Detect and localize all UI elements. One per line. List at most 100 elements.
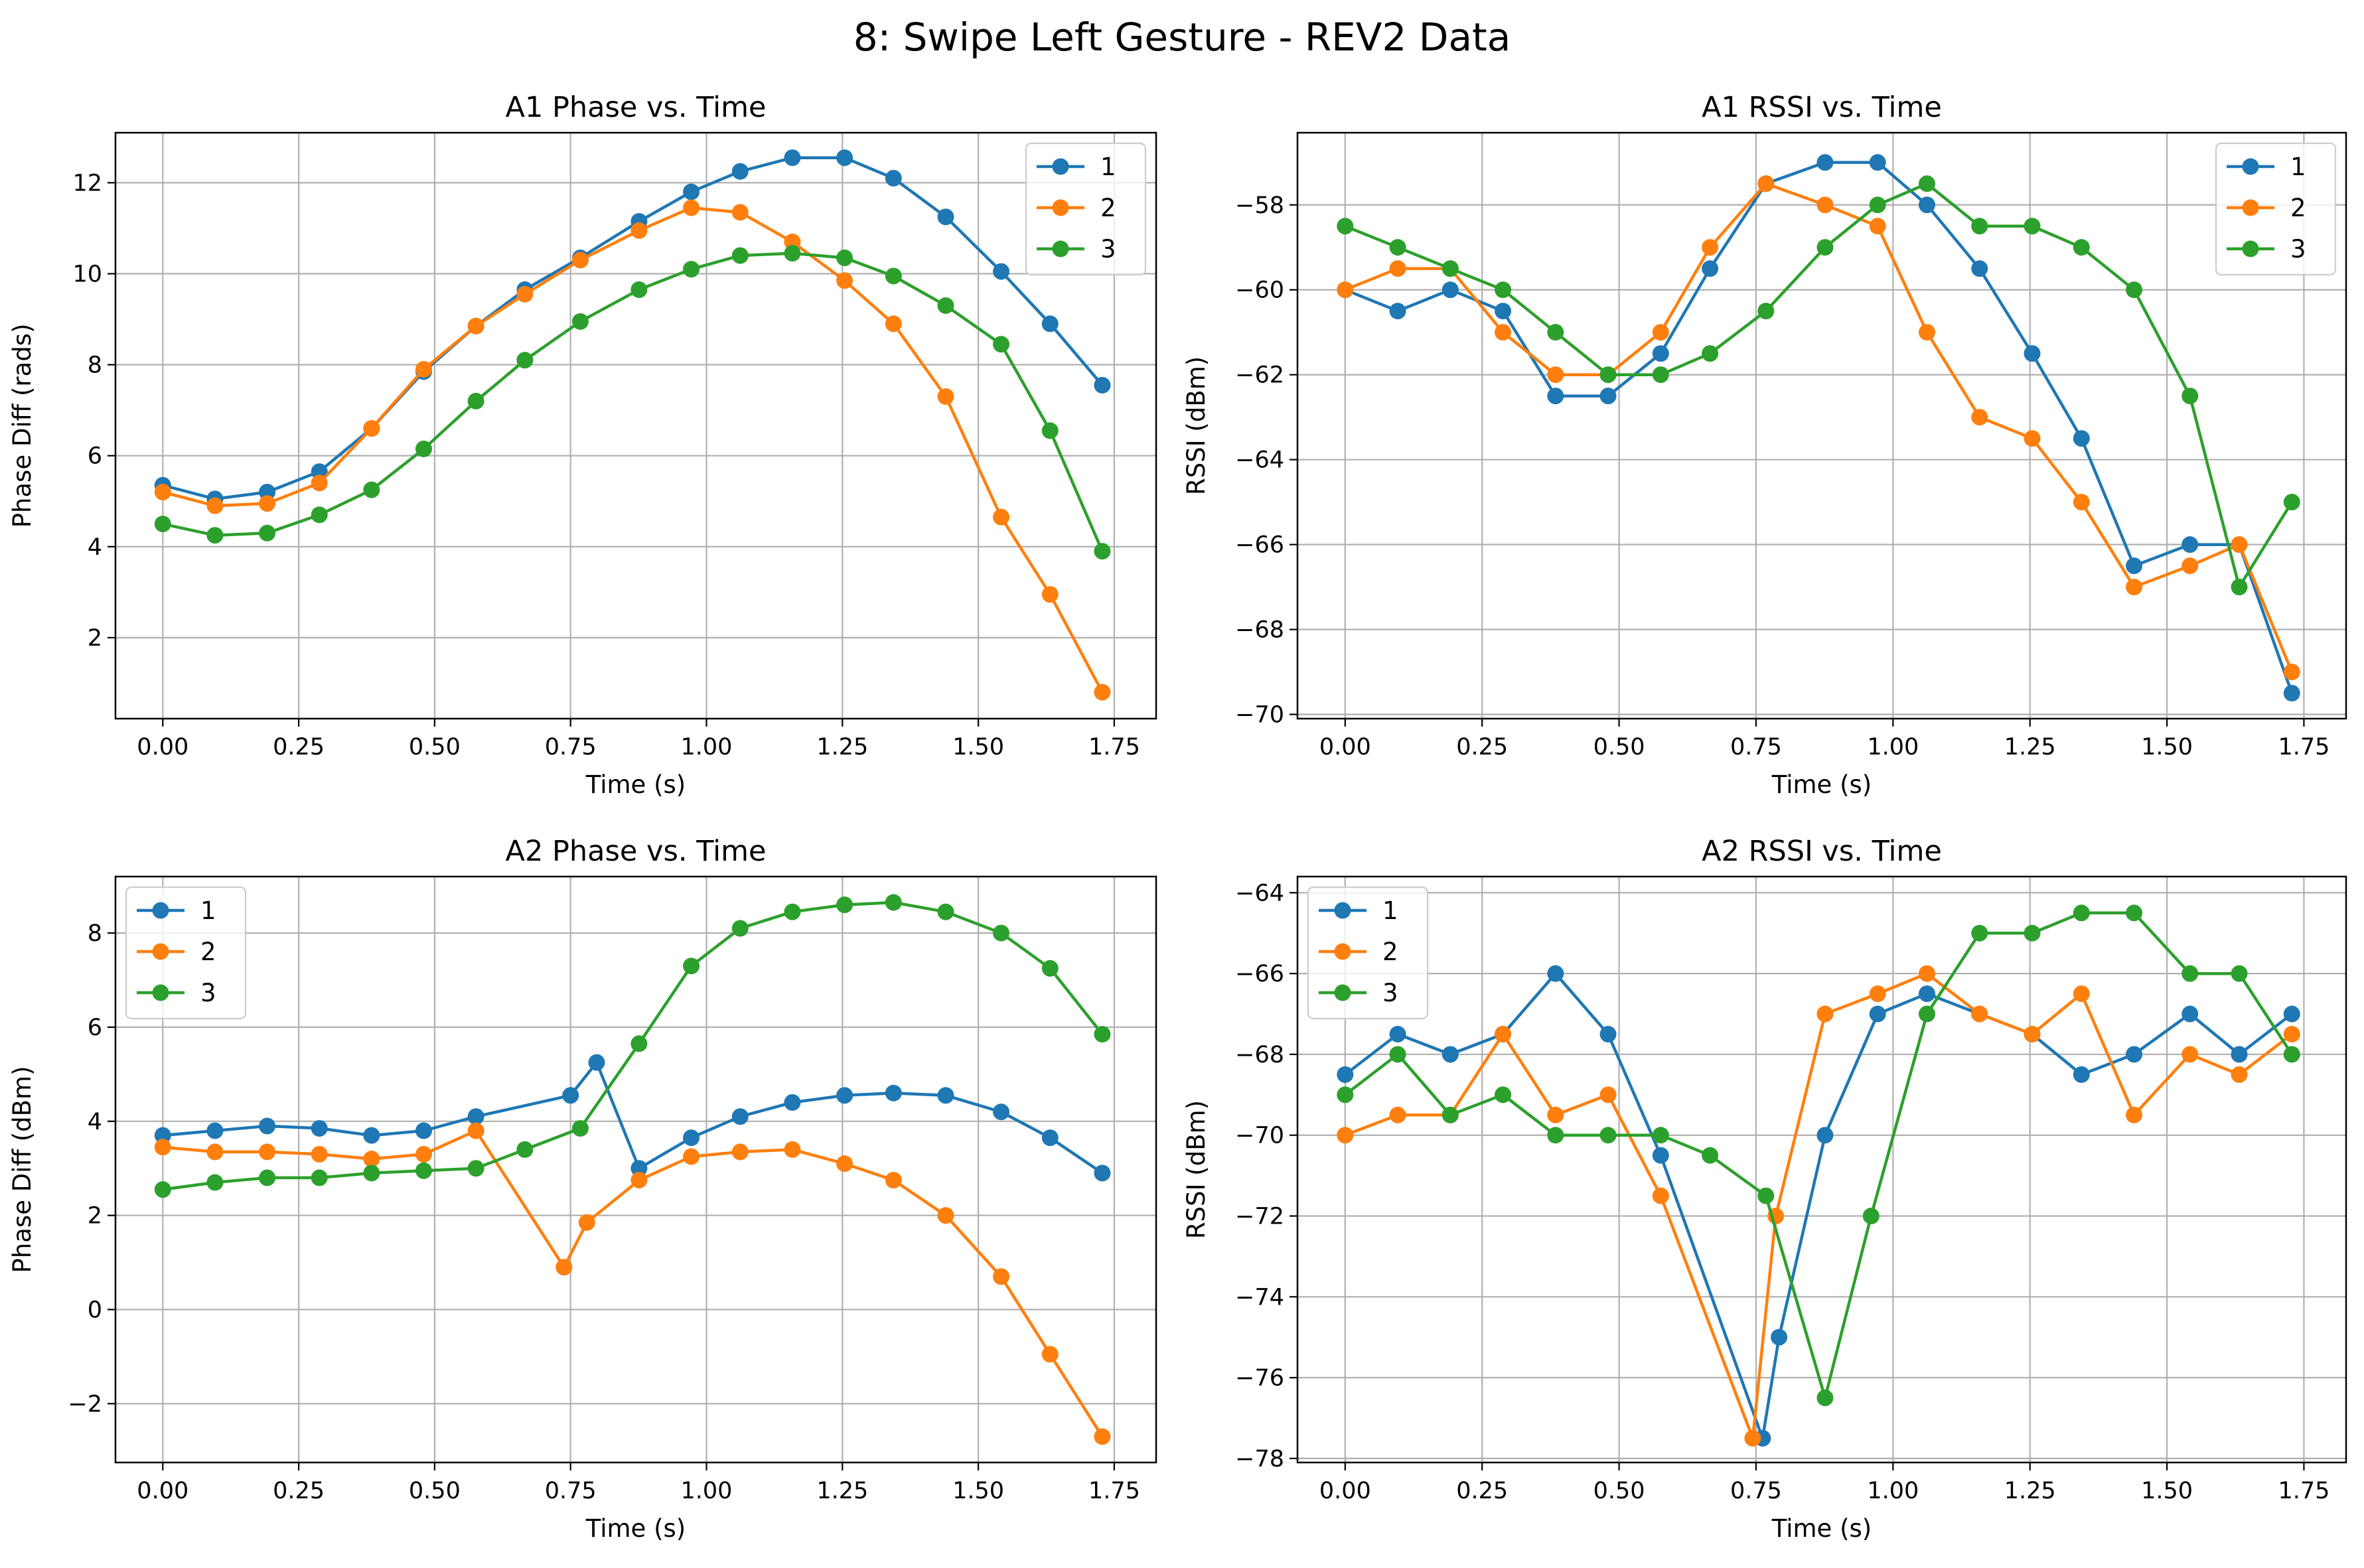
data-point <box>1094 376 1111 393</box>
x-tick-label: 1.25 <box>2004 1478 2056 1504</box>
data-point <box>937 208 954 226</box>
y-axis-label: RSSI (dBm) <box>1182 1100 1211 1239</box>
data-point <box>2073 430 2090 447</box>
x-tick-label: 0.75 <box>545 1478 597 1504</box>
axes-frame <box>114 131 1157 720</box>
data-point <box>2231 536 2248 553</box>
x-tick-label: 1.50 <box>952 1478 1004 1504</box>
data-point <box>2073 904 2090 922</box>
legend-marker <box>2242 240 2259 257</box>
data-point <box>2024 430 2041 447</box>
y-tick-label: 2 <box>88 625 102 652</box>
x-tick-label: 1.75 <box>2278 1478 2329 1504</box>
y-tick-label: −70 <box>1235 1123 1284 1149</box>
data-point <box>1816 1127 1834 1144</box>
x-tick-label: 0.50 <box>409 734 461 760</box>
data-point <box>516 352 534 369</box>
data-point <box>467 1108 484 1125</box>
legend-label: 3 <box>1100 235 1116 263</box>
data-point <box>1041 1346 1059 1363</box>
subplot-3: 0.00 0.25 0.50 0.75 1.00 1.25 1.50 1.75 −2 0 2 4 6 8 A… <box>8 835 1157 1543</box>
data-point <box>1869 1005 1886 1023</box>
x-tick-label: 0.50 <box>1593 1478 1645 1504</box>
series-3 <box>1337 175 2300 596</box>
data-point <box>937 1207 954 1224</box>
x-tick-label: 0.00 <box>1319 1478 1371 1504</box>
data-point <box>1971 409 1988 426</box>
x-tick-label: 1.00 <box>681 1478 733 1504</box>
x-axis-label: Time (s) <box>1771 1514 1872 1543</box>
series-1 <box>1337 154 2300 702</box>
data-point <box>683 183 700 200</box>
data-point <box>1547 1127 1564 1144</box>
series-3 <box>1337 904 2300 1407</box>
data-point <box>1041 586 1059 603</box>
data-point <box>1441 1106 1459 1123</box>
data-point <box>2126 904 2143 922</box>
data-point <box>1816 239 1834 256</box>
data-point <box>993 1268 1010 1285</box>
data-point <box>836 1087 853 1104</box>
legend-marker <box>1334 902 1351 919</box>
legend: 1 2 3 <box>1307 886 1429 1020</box>
data-point <box>2073 1066 2090 1083</box>
data-point <box>731 1143 749 1161</box>
y-tick-label: −60 <box>1235 277 1284 304</box>
data-point <box>731 247 749 264</box>
data-point <box>683 1148 700 1165</box>
series-2 <box>154 199 1111 701</box>
y-tick-label: −68 <box>1235 1042 1284 1068</box>
data-point <box>311 506 328 524</box>
data-point <box>1389 303 1406 320</box>
data-point <box>731 920 749 937</box>
data-point <box>937 297 954 315</box>
y-tick-label: 0 <box>88 1297 102 1323</box>
data-point <box>363 1127 380 1144</box>
y-tick-label: 4 <box>88 534 102 561</box>
y-tick-label: −64 <box>1235 447 1284 474</box>
data-point <box>259 1169 276 1186</box>
data-point <box>1918 985 1935 1003</box>
legend-marker <box>1052 240 1069 257</box>
data-point <box>937 903 954 920</box>
data-point <box>1547 965 1564 982</box>
x-axis-label: Time (s) <box>1771 770 1872 799</box>
x-tick-label: 0.25 <box>1456 734 1508 760</box>
data-point <box>885 170 902 187</box>
y-tick-label: 4 <box>88 1109 102 1135</box>
data-point <box>885 1084 902 1102</box>
data-point <box>784 234 801 251</box>
data-point <box>1495 281 1512 299</box>
data-point <box>578 1214 595 1231</box>
x-tick-label: 1.75 <box>1088 734 1140 760</box>
data-point <box>154 484 171 501</box>
axes-frame <box>114 875 1157 1464</box>
x-tick-label: 1.25 <box>816 734 868 760</box>
x-tick-label: 0.50 <box>1593 734 1645 760</box>
data-point <box>1652 345 1669 362</box>
data-point <box>784 149 801 167</box>
data-point <box>206 497 224 514</box>
data-point <box>2126 281 2143 299</box>
data-point <box>516 285 534 303</box>
data-point <box>1495 1086 1512 1104</box>
data-point <box>836 272 853 289</box>
data-point <box>630 1035 648 1052</box>
data-point <box>2126 1106 2143 1123</box>
legend-marker <box>1334 984 1351 1001</box>
data-point <box>2181 1005 2199 1023</box>
data-point <box>937 388 954 405</box>
data-point <box>1652 1127 1669 1144</box>
data-point <box>683 199 700 216</box>
data-point <box>2181 536 2199 553</box>
series-3 <box>154 245 1111 560</box>
data-point <box>993 1104 1010 1121</box>
x-tick-label: 1.50 <box>2141 1478 2193 1504</box>
data-point <box>1389 1025 1406 1042</box>
y-tick-label: −68 <box>1235 617 1284 644</box>
data-point <box>571 251 589 269</box>
data-point <box>1495 1025 1512 1042</box>
data-point <box>885 267 902 285</box>
x-tick-label: 0.00 <box>137 734 188 760</box>
y-tick-label: −78 <box>1235 1446 1284 1472</box>
